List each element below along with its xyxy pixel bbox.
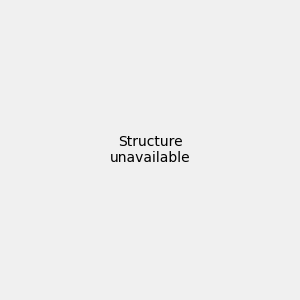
Text: Structure
unavailable: Structure unavailable (110, 135, 190, 165)
